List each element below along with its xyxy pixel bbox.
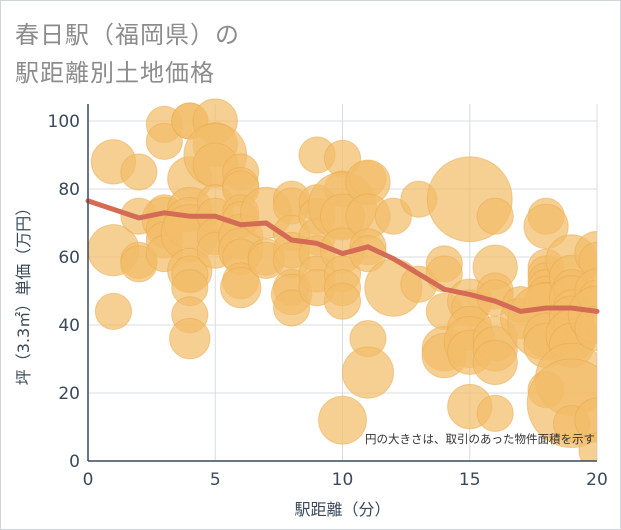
bubble <box>472 339 518 386</box>
x-tick-label: 15 <box>459 470 481 490</box>
bubble <box>323 282 362 320</box>
x-axis-label: 駅距離（分） <box>294 500 390 519</box>
chart-title-line2: 駅距離別土地価格 <box>15 59 215 87</box>
tick-labels: 0 5 10 15 20 0 20 40 60 80 100 <box>48 112 608 490</box>
x-tick-label: 10 <box>332 470 354 490</box>
axes <box>87 104 597 462</box>
bubble <box>341 346 395 399</box>
y-axis-label: 坪（3.3㎡）単価（万円） <box>14 200 33 385</box>
bubble <box>476 197 514 235</box>
y-tick-label: 100 <box>48 112 80 132</box>
bubble <box>145 122 183 161</box>
y-tick-label: 20 <box>58 384 80 404</box>
x-tick-label: 20 <box>586 470 608 490</box>
bubble-layer <box>88 98 597 461</box>
bubble <box>523 203 569 250</box>
bubble <box>574 305 597 352</box>
y-tick-label: 0 <box>69 452 80 472</box>
bubble-size-note: 円の大きさは、取引のあった物件面積を示す <box>365 432 595 446</box>
bubble <box>476 394 514 433</box>
y-tick-label: 60 <box>58 248 80 268</box>
bubble <box>574 397 597 443</box>
chart-title-line1: 春日駅（福岡県）の <box>15 21 240 49</box>
x-tick-label: 5 <box>210 470 221 490</box>
y-tick-label: 80 <box>58 180 80 200</box>
bubble <box>219 266 262 309</box>
bubble <box>94 292 133 331</box>
bubble <box>169 317 211 360</box>
bubble <box>578 432 597 461</box>
bubble <box>120 153 158 191</box>
trend-line-layer <box>85 198 600 314</box>
trend-line <box>85 198 600 314</box>
bubble <box>272 289 311 327</box>
x-tick-label: 0 <box>83 470 94 490</box>
bubble <box>318 395 367 445</box>
y-tick-label: 40 <box>58 316 80 336</box>
